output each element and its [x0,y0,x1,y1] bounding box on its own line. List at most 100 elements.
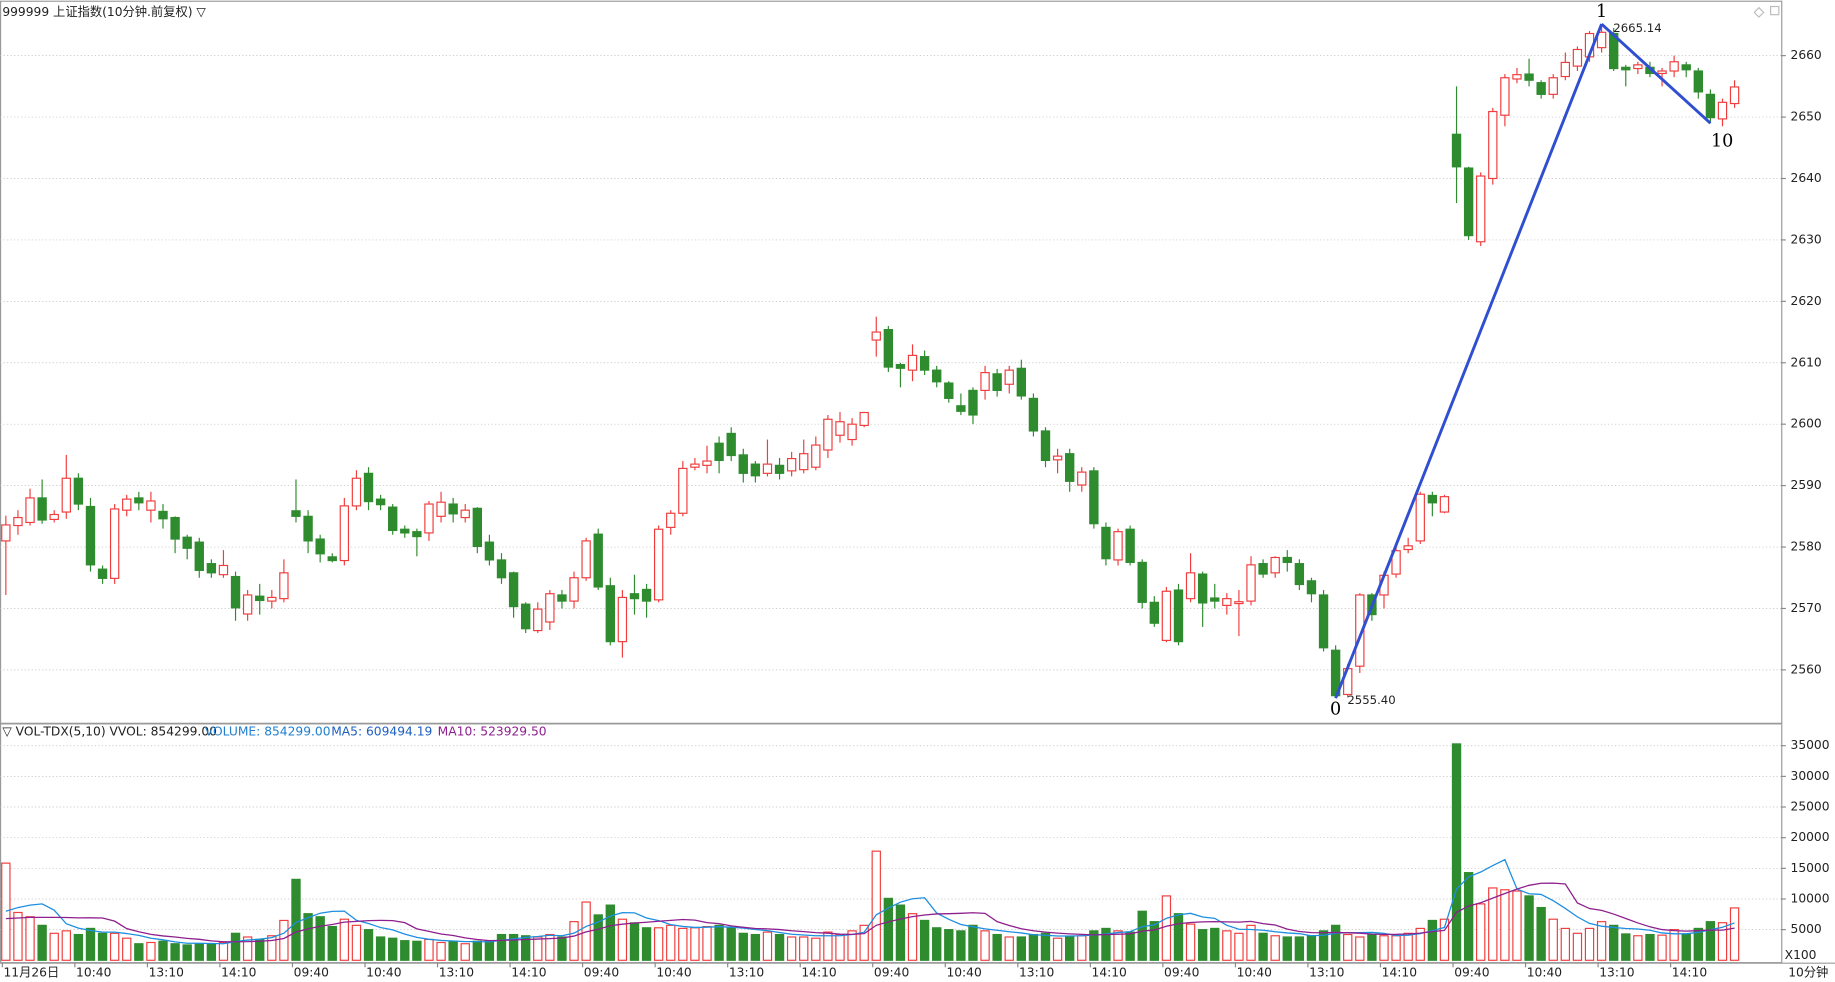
candle-body [1657,70,1667,75]
candle-body [533,608,543,632]
volume-bar [811,937,821,961]
candle-body [1185,572,1196,600]
volume-bar [496,933,507,961]
candle-body [726,432,736,457]
y-tick-label: 10000 [1791,891,1830,905]
volume-bar [61,930,71,961]
volume-bar [375,936,386,961]
volume-bar [1403,932,1413,961]
volume-bar [218,941,229,961]
volume-bar [1125,931,1135,961]
candle-body [134,497,144,504]
volume-bar [472,940,483,961]
candle-body [847,423,857,441]
volume-bar [1476,903,1486,961]
candle-body [1621,66,1631,71]
icon [1770,5,1780,16]
candle-body [1536,82,1546,95]
candle-body [1089,470,1099,525]
candle-body [351,477,362,507]
volume-bar [1367,933,1377,961]
volume-bar [1185,923,1196,961]
volume-bar [605,904,615,961]
x-tick-label: 13:10 [149,966,184,980]
volume-bar [1548,918,1558,961]
volume-bar [1113,930,1123,961]
wave-label: 1 [1596,2,1607,22]
volume-bar [1609,924,1619,961]
volume-bar [508,933,519,961]
volume-bar [678,927,688,961]
candle-body [472,507,483,548]
volume-bar [762,931,773,961]
y-tick-label: 2580 [1791,540,1822,554]
x-tick-label: 13:10 [1309,966,1344,980]
volume-bar [267,935,277,961]
legend-ma5: MA5: 609494.19 [331,725,432,739]
x-tick-label: 14:10 [1672,966,1707,980]
volume-bar [520,935,531,961]
volume-bar [702,925,712,961]
y-tick-label: 2570 [1791,601,1822,615]
volume-bar [533,936,543,961]
candle-body [122,498,132,511]
candle-body [158,510,168,520]
y-tick-label: 2620 [1791,294,1822,308]
volume-bar [666,924,676,961]
wave-line [1334,23,1603,699]
candle-body [992,373,1002,391]
chart-title: 999999 上证指数(10分钟.前复权) ▽ [2,4,206,19]
candle-body [1488,110,1498,180]
volume-bar [1330,924,1341,961]
volume-bar [1355,936,1365,961]
candle-body [581,540,591,579]
x-tick-label: 09:40 [294,966,329,980]
volume-bar [835,933,845,961]
volume-bar [714,924,724,961]
volume-bar [1,862,11,961]
volume-bar [146,941,156,961]
volume-bar [351,924,362,961]
volume-bar [871,850,881,961]
candle-body [569,577,579,602]
volume-bar [460,943,470,961]
volume-bar [1077,935,1087,961]
y-tick-label: 2610 [1791,355,1822,369]
volume-bar [1065,936,1075,961]
candle-body [146,500,156,511]
candle-body [1306,580,1317,595]
volume-bar [1343,933,1353,961]
volume-bar [1681,933,1691,961]
candle-body [545,593,555,623]
candle-body [666,512,676,528]
candle-body [1415,493,1425,542]
volume-bar [617,918,628,961]
volume-bar [1379,935,1389,961]
candle-body [907,354,918,371]
volume-bar [653,927,664,961]
candle-body [1065,453,1075,482]
candle-body [1173,589,1184,643]
volume-bar [1173,913,1184,961]
y-tick-label: 2640 [1791,171,1822,185]
candle-body [267,596,277,602]
candle-body [593,533,603,588]
volume-bar [1149,921,1159,961]
wave-line [1600,22,1712,125]
volume-bar [1040,932,1051,961]
period-label: 10分钟 [1788,965,1828,980]
legend-ma10: MA10: 523929.50 [438,725,547,739]
candle-body [1391,550,1401,575]
volume-bar [206,943,217,961]
candle-body [1246,564,1256,602]
candle-body [1633,64,1643,70]
candle-body [1197,573,1208,604]
candle-body [774,464,785,474]
volume-bar [799,936,809,961]
volume-bar [1451,743,1462,961]
volume-bar [1500,889,1510,961]
volume-bar [73,933,84,961]
